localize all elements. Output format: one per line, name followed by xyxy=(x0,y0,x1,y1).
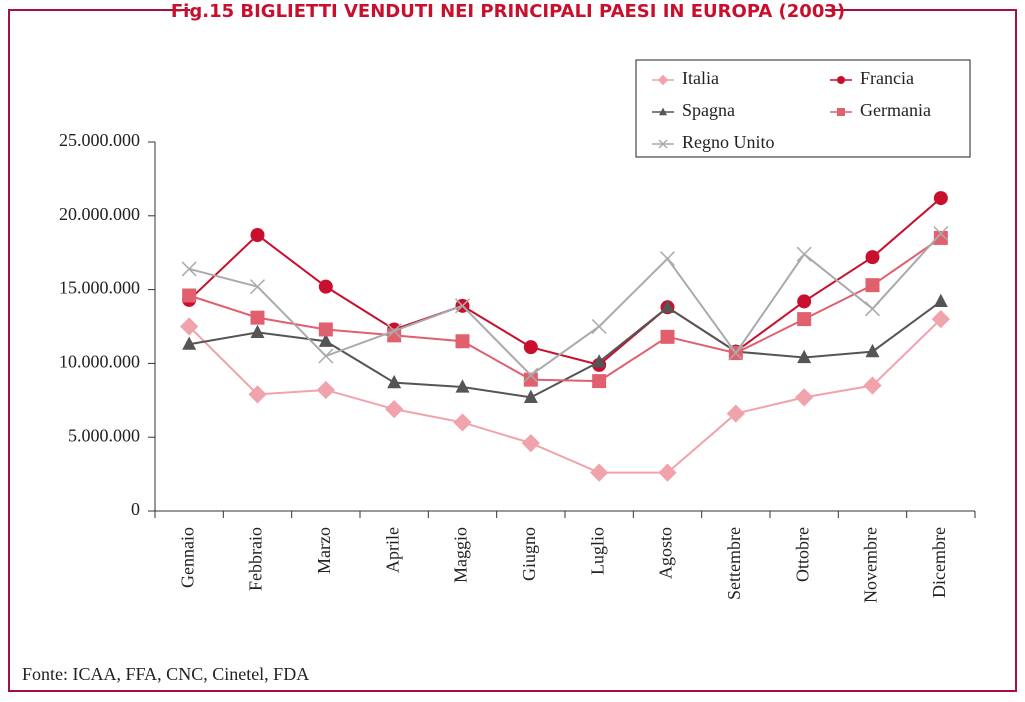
marker xyxy=(523,389,538,403)
y-tick-label: 0 xyxy=(131,499,140,519)
marker xyxy=(386,323,402,339)
marker xyxy=(182,288,197,303)
series-line xyxy=(188,318,942,474)
marker xyxy=(385,400,404,419)
marker xyxy=(250,227,265,242)
y-tick-label: 15.000.000 xyxy=(59,278,140,298)
x-tick-label: Ottobre xyxy=(792,527,812,582)
marker xyxy=(837,76,845,84)
marker xyxy=(931,310,950,329)
marker xyxy=(316,380,335,400)
marker xyxy=(250,310,265,325)
marker xyxy=(590,463,609,482)
marker xyxy=(455,334,470,349)
marker xyxy=(659,251,676,267)
x-tick-label: Dicembre xyxy=(929,527,949,598)
marker xyxy=(387,374,402,389)
marker xyxy=(864,301,881,317)
marker xyxy=(523,372,538,387)
x-tick-label: Maggio xyxy=(451,527,471,583)
marker xyxy=(837,108,845,116)
marker xyxy=(318,348,334,364)
x-tick-label: Febbraio xyxy=(246,527,266,591)
legend-box xyxy=(635,59,971,158)
marker xyxy=(658,463,677,482)
legend-label: Spagna xyxy=(682,100,735,120)
marker xyxy=(933,230,948,245)
marker xyxy=(182,336,197,350)
marker xyxy=(248,385,267,404)
chart-title: Fig.15 BIGLIETTI VENDUTI NEI PRINCIPALI … xyxy=(171,1,845,22)
y-tick-label: 10.000.000 xyxy=(59,352,140,372)
x-tick-label: Luglio xyxy=(587,527,607,575)
marker xyxy=(591,318,607,335)
marker xyxy=(455,379,470,393)
y-tick-label: 25.000.000 xyxy=(59,130,140,150)
marker xyxy=(865,343,880,358)
legend-label: Italia xyxy=(682,68,719,88)
legend-label: Francia xyxy=(860,68,914,88)
marker xyxy=(592,374,607,389)
marker xyxy=(796,246,812,262)
marker xyxy=(728,345,744,361)
marker xyxy=(933,293,948,308)
marker xyxy=(453,413,472,432)
title-background xyxy=(190,0,825,22)
x-tick-label: Gennaio xyxy=(177,527,197,588)
marker xyxy=(454,298,471,314)
marker xyxy=(865,278,880,293)
marker xyxy=(865,250,880,265)
marker xyxy=(181,261,197,277)
marker xyxy=(318,279,333,294)
marker xyxy=(659,107,667,116)
marker xyxy=(521,434,540,453)
marker xyxy=(797,294,812,309)
source-note: Fonte: ICAA, FFA, CNC, Cinetel, FDA xyxy=(22,664,309,684)
y-tick-label: 20.000.000 xyxy=(59,204,140,224)
marker xyxy=(592,354,607,368)
marker xyxy=(797,312,812,327)
legend-label: Regno Unito xyxy=(682,132,775,152)
marker xyxy=(933,191,948,206)
legend-label: Germania xyxy=(860,100,931,120)
marker xyxy=(795,388,814,407)
marker xyxy=(249,279,266,295)
marker xyxy=(318,333,333,347)
marker xyxy=(658,139,668,149)
series-line xyxy=(188,300,942,399)
series-line xyxy=(188,197,942,366)
marker xyxy=(797,349,812,364)
y-tick-label: 5.000.000 xyxy=(68,425,140,445)
x-tick-label: Aprile xyxy=(382,527,402,573)
marker xyxy=(933,225,949,242)
x-tick-label: Marzo xyxy=(314,527,334,574)
marker xyxy=(726,404,745,423)
series-line xyxy=(188,237,942,383)
x-tick-label: Giugno xyxy=(519,527,539,581)
x-tick-label: Novembre xyxy=(861,527,881,603)
series-line xyxy=(188,232,942,377)
marker xyxy=(523,367,539,383)
marker xyxy=(250,324,265,339)
x-tick-label: Settembre xyxy=(724,527,744,600)
marker xyxy=(523,340,538,355)
marker xyxy=(660,299,675,313)
x-tick-label: Agosto xyxy=(656,527,676,579)
marker xyxy=(657,74,669,86)
marker xyxy=(660,329,675,344)
marker xyxy=(863,376,882,395)
marker xyxy=(318,322,333,337)
marker xyxy=(180,317,199,336)
